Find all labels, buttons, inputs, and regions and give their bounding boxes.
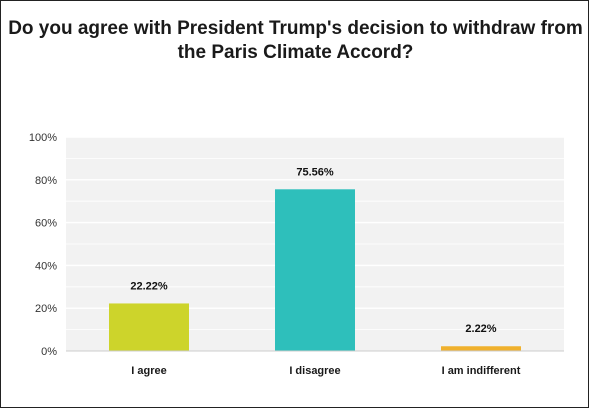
y-tick-label: 40% — [35, 260, 57, 272]
x-tick-label: I disagree — [289, 365, 340, 377]
data-label: 75.56% — [296, 166, 334, 178]
x-tick-label: I agree — [131, 365, 166, 377]
y-tick-label: 100% — [29, 132, 57, 144]
y-tick-label: 0% — [41, 346, 57, 358]
y-tick-label: 80% — [35, 175, 57, 187]
x-tick-label: I am indifferent — [442, 365, 521, 377]
data-label: 22.22% — [130, 280, 168, 292]
chart-title: Do you agree with President Trump's deci… — [8, 18, 583, 63]
data-label: 2.22% — [465, 323, 496, 335]
y-tick-label: 20% — [35, 303, 57, 315]
y-axis-ticks: 0% 20% 40% 60% 80% 100% — [29, 132, 57, 358]
value-labels: 22.22% 75.56% 2.22% — [130, 166, 496, 335]
bar — [109, 303, 189, 351]
y-tick-label: 60% — [35, 218, 57, 230]
bar — [441, 346, 521, 351]
bars — [109, 189, 521, 351]
category-labels: I agree I disagree I am indifferent — [131, 365, 520, 377]
bar — [275, 189, 355, 351]
